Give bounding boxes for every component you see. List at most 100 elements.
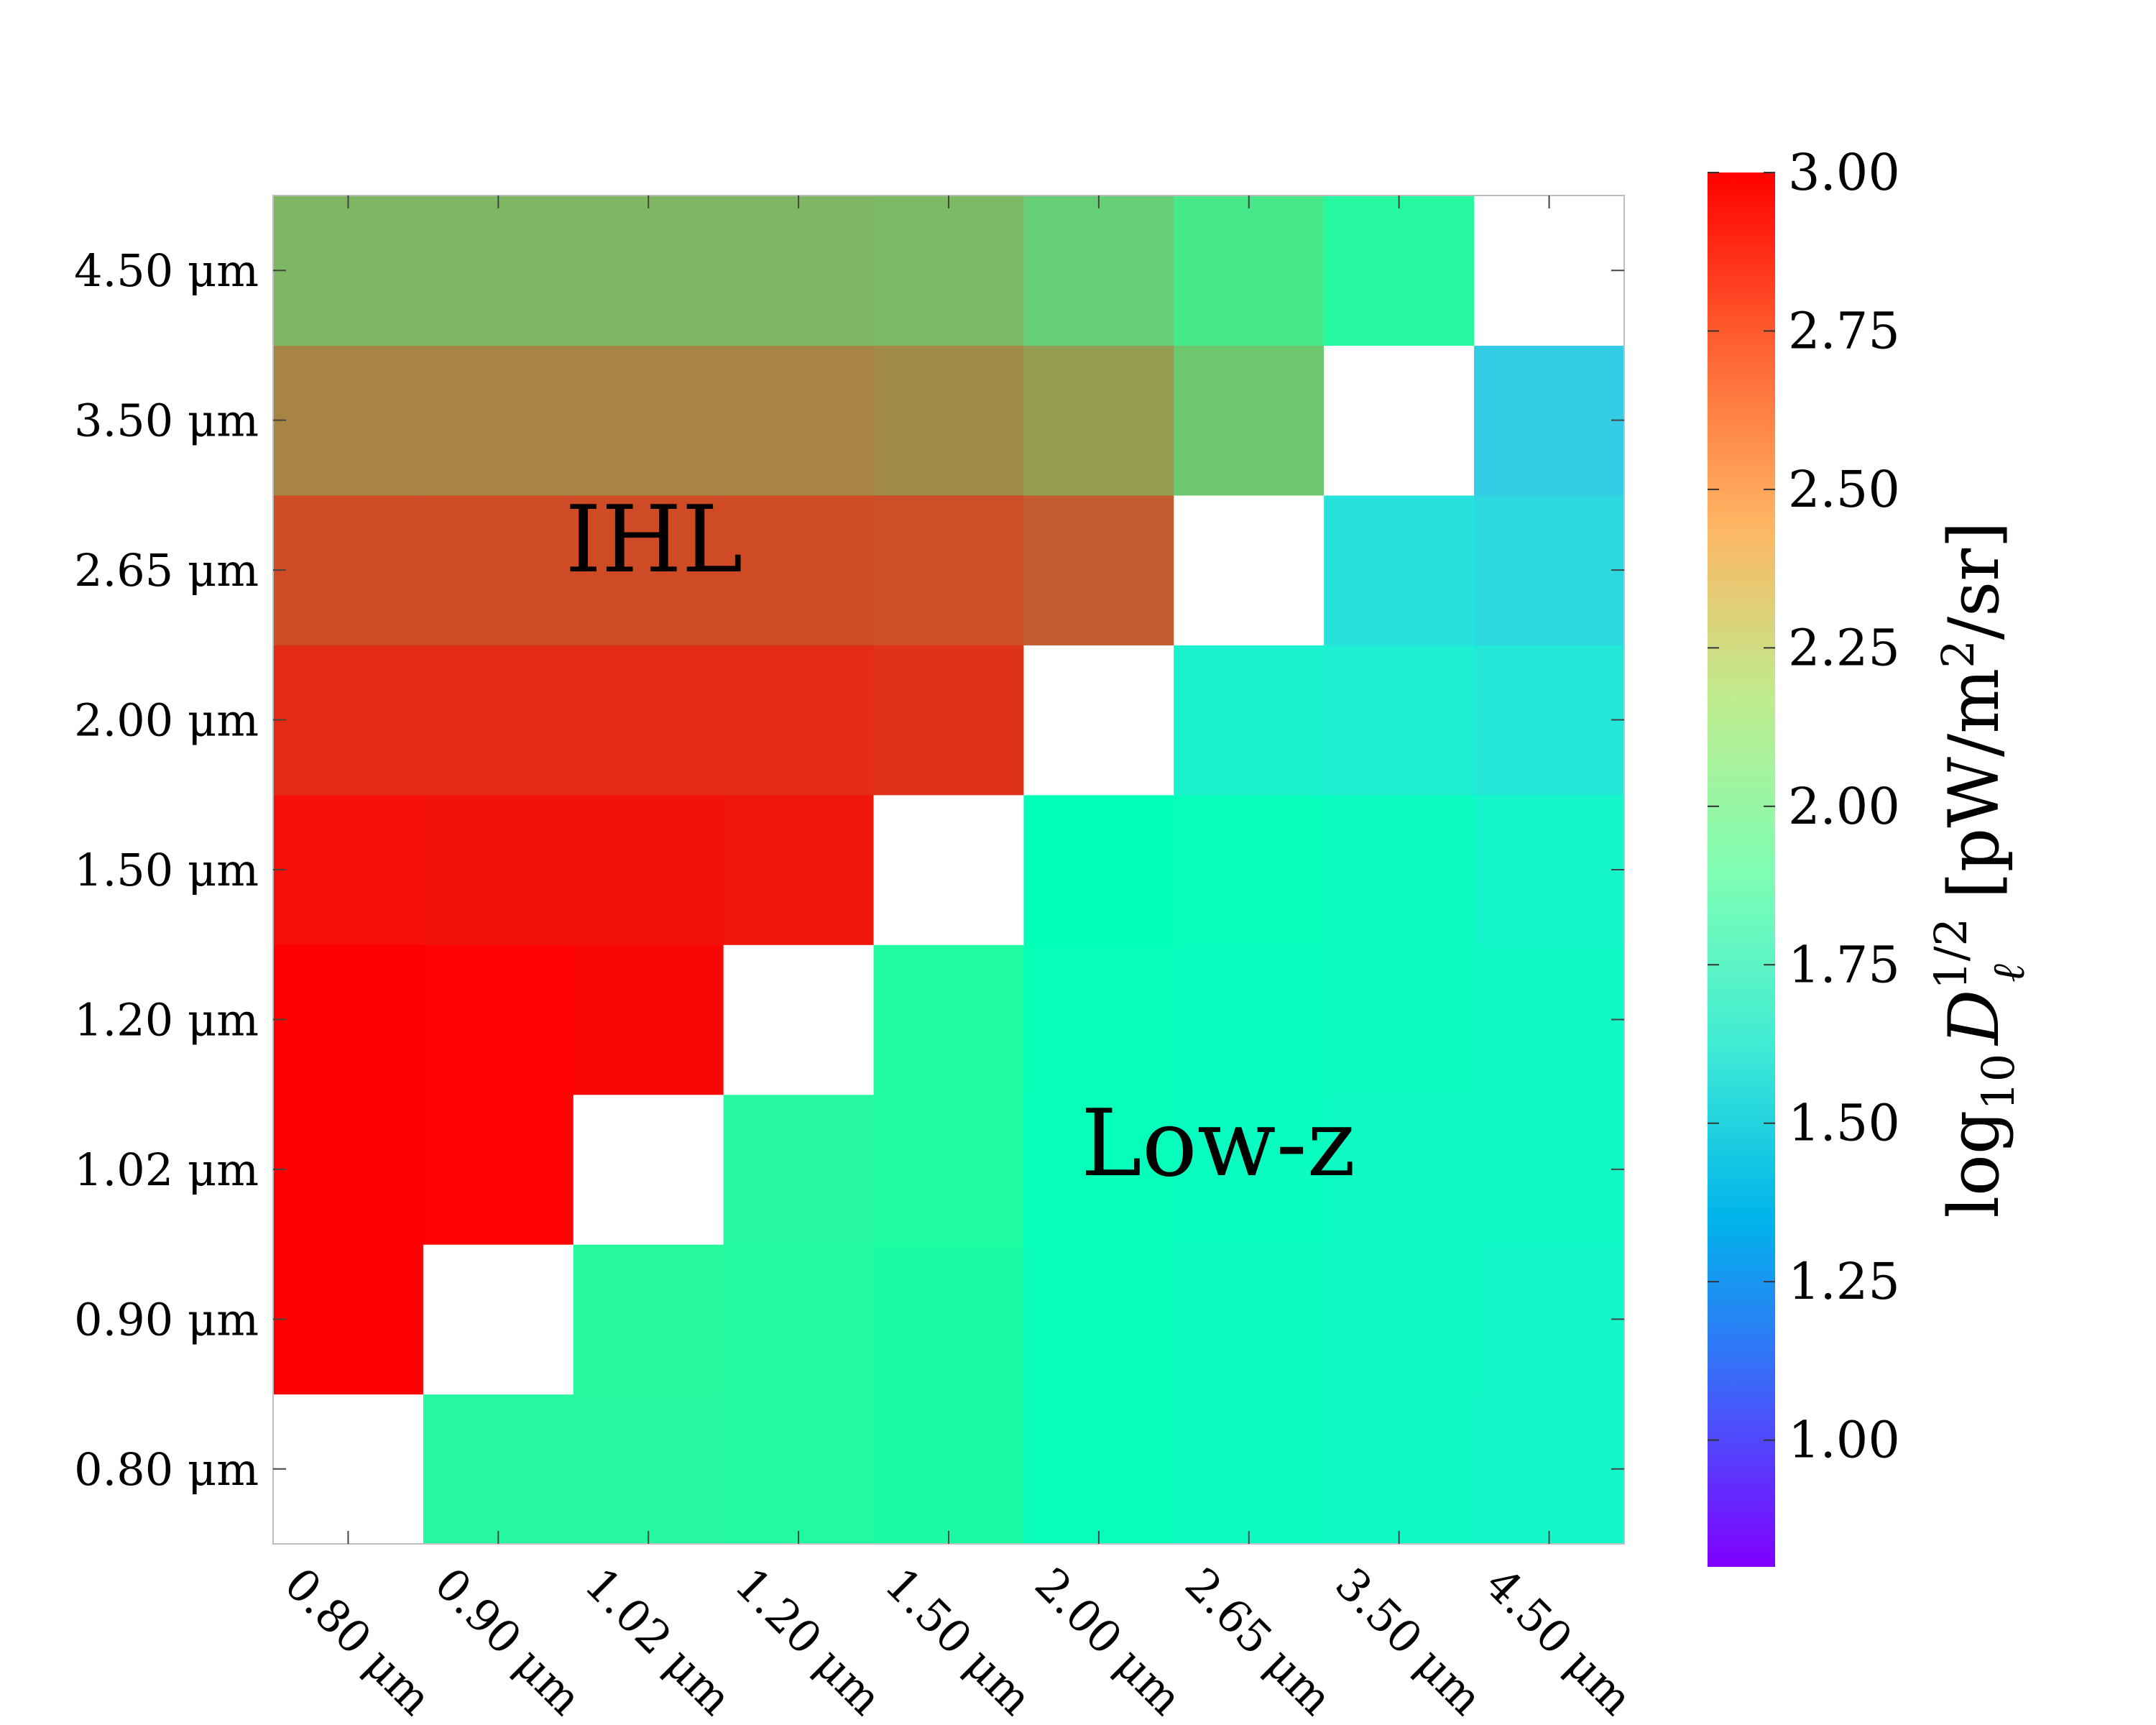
heatmap-cell <box>1174 794 1325 945</box>
heatmap-cell <box>1474 794 1625 945</box>
heatmap-cell <box>1174 1094 1325 1245</box>
heatmap-cell <box>1023 494 1174 645</box>
heatmap-cell <box>723 345 875 496</box>
colorbar-tick-label: 2.00 <box>1788 777 1900 836</box>
colorbar <box>1708 172 1775 1567</box>
heatmap-cell <box>1023 645 1174 796</box>
heatmap-cell <box>573 794 724 945</box>
heatmap-cell <box>723 794 875 945</box>
y-tick-label: 1.02 μm <box>74 1144 259 1196</box>
heatmap-cell <box>1324 1394 1475 1545</box>
heatmap-cell <box>873 494 1025 645</box>
x-tick-label: 1.50 μm <box>875 1558 1042 1725</box>
heatmap-cell <box>273 944 424 1095</box>
heatmap-cell <box>873 794 1025 945</box>
heatmap-cell <box>1174 645 1325 796</box>
x-tick-label: 0.90 μm <box>425 1558 592 1725</box>
colorbar-tick-label: 1.25 <box>1788 1252 1900 1311</box>
heatmap-cell <box>723 1094 875 1245</box>
annotation-low-z: Low-z <box>1081 1090 1355 1197</box>
heatmap-cell <box>1324 794 1475 945</box>
heatmap-cell <box>573 944 724 1095</box>
heatmap-cell <box>423 794 574 945</box>
heatmap-cell <box>1474 1394 1625 1545</box>
heatmap-cell <box>1023 1094 1174 1245</box>
heatmap-cell <box>1023 345 1174 496</box>
heatmap-cell <box>723 645 875 796</box>
heatmap-cell <box>1174 345 1325 496</box>
heatmap-cell <box>573 196 724 346</box>
y-tick-label: 4.50 μm <box>74 244 259 297</box>
heatmap-cell <box>873 1244 1025 1395</box>
y-tick-label: 2.00 μm <box>74 694 259 747</box>
x-tick-label: 2.00 μm <box>1025 1558 1192 1725</box>
heatmap-cell <box>873 645 1025 796</box>
x-tick-label: 2.65 μm <box>1175 1558 1342 1725</box>
heatmap-cell <box>1324 1244 1475 1395</box>
heatmap-cell <box>1474 1094 1625 1245</box>
heatmap-cell <box>1324 494 1475 645</box>
heatmap-cell <box>423 944 574 1095</box>
heatmap-cell <box>423 1244 574 1395</box>
heatmap-cell <box>1174 944 1325 1095</box>
heatmap-cell <box>573 1394 724 1545</box>
heatmap-cell <box>1023 1394 1174 1545</box>
heatmap-cell <box>1324 345 1475 496</box>
heatmap-cell <box>1174 1394 1325 1545</box>
heatmap-cell <box>1023 794 1174 945</box>
y-tick-label: 0.80 μm <box>74 1443 259 1496</box>
y-tick-label: 2.65 μm <box>74 544 259 597</box>
colorbar-tick-label: 3.00 <box>1788 143 1900 202</box>
heatmap-cell <box>273 196 424 346</box>
heatmap-cell <box>1023 196 1174 346</box>
heatmap-cell <box>723 1394 875 1545</box>
x-tick-label: 1.02 μm <box>575 1558 742 1725</box>
heatmap-cell <box>873 1094 1025 1245</box>
heatmap-cell <box>1474 944 1625 1095</box>
heatmap-cell <box>1324 944 1475 1095</box>
heatmap-cell <box>873 944 1025 1095</box>
heatmap-cell <box>1474 1244 1625 1395</box>
heatmap-cell <box>273 645 424 796</box>
colorbar-label: log10D1/2 ℓ [pW/m2/sr] <box>1925 521 2035 1218</box>
x-tick-label: 0.80 μm <box>275 1558 442 1725</box>
heatmap-cell <box>873 196 1025 346</box>
heatmap-cell <box>273 345 424 496</box>
heatmap-cell <box>723 1244 875 1395</box>
heatmap-cell <box>423 1394 574 1545</box>
heatmap-cell <box>1174 196 1325 346</box>
colorbar-tick-label: 1.50 <box>1788 1094 1900 1153</box>
axis-ticks <box>273 196 1624 1544</box>
heatmap-cell <box>573 494 724 645</box>
heatmap-cell <box>273 1244 424 1395</box>
y-tick-labels: 0.80 μm 0.90 μm 1.02 μm 1.20 μm 1.50 μm 2.00 … <box>74 244 259 1496</box>
colorbar-ticks: 1.00 1.25 1.50 1.75 2.00 2.25 2.50 2.75 3.00 <box>1708 143 1900 1470</box>
colorbar-tick-label: 2.75 <box>1788 301 1900 360</box>
heatmap-cell <box>1474 645 1625 796</box>
heatmap-cell <box>1023 1244 1174 1395</box>
x-tick-label: 3.50 μm <box>1325 1558 1493 1725</box>
heatmap-cell <box>723 944 875 1095</box>
annotation-ihl: IHL <box>565 487 742 594</box>
y-tick-label: 1.20 μm <box>74 993 259 1046</box>
heatmap-cell <box>873 345 1025 496</box>
heatmap-cell <box>1324 645 1475 796</box>
heatmap-cell <box>1474 494 1625 645</box>
x-tick-label: 4.50 μm <box>1475 1558 1643 1725</box>
heatmap-cell <box>273 1094 424 1245</box>
heatmap-cell <box>573 1244 724 1395</box>
heatmap-cell <box>873 1394 1025 1545</box>
y-tick-label: 0.90 μm <box>74 1293 259 1346</box>
heatmap-cell <box>1174 1244 1325 1395</box>
heatmap-cell <box>723 494 875 645</box>
heatmap-cell <box>423 494 574 645</box>
heatmap-cell <box>1324 196 1475 346</box>
heatmap-cell <box>273 794 424 945</box>
x-tick-labels: 0.80 μm0.90 μm1.02 μm1.20 μm1.50 μm2.00 … <box>275 1558 1643 1725</box>
y-tick-label: 1.50 μm <box>74 844 259 896</box>
heatmap-cell <box>1023 944 1174 1095</box>
heatmap-cell <box>1474 345 1625 496</box>
heatmap-cell <box>723 196 875 346</box>
heatmap-cell <box>423 196 574 346</box>
